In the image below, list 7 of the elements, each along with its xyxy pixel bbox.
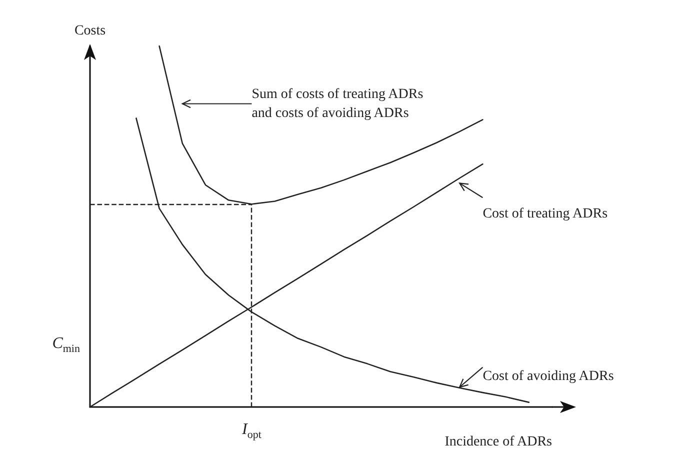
y-axis-title: Costs — [74, 24, 106, 38]
legend-label: Sum of costs of treating ADRs and costs of avoiding ADRs — [252, 86, 424, 121]
text: Cost of treating ADRs — [482, 206, 608, 222]
text: I$_{opt}$ — [242, 421, 262, 442]
x-axis-title: Incidence of ADRs — [444, 434, 552, 450]
text: C$_{min}$ — [52, 335, 80, 358]
legend-label: Cost of avoiding ADRs — [482, 368, 614, 384]
